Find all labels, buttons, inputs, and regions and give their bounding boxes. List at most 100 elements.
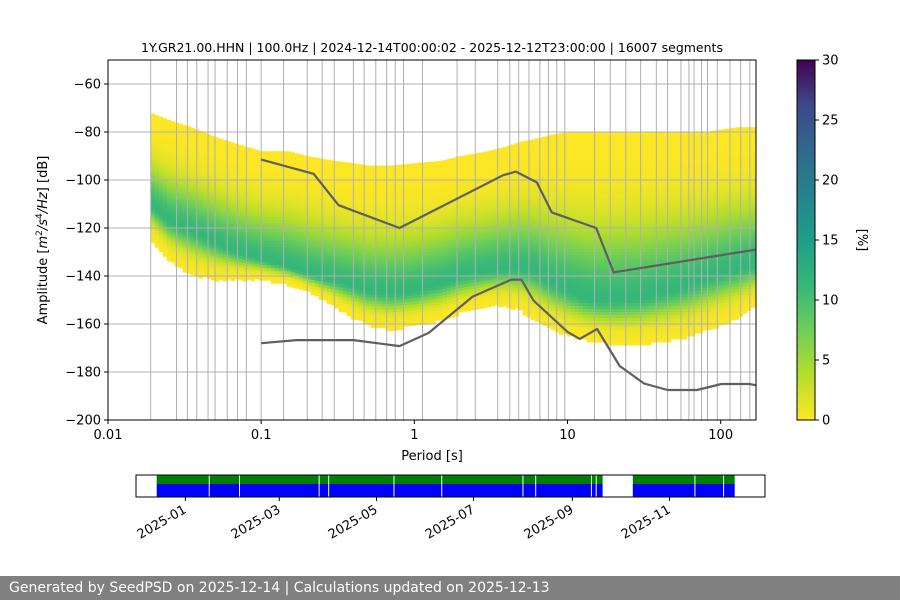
psd-cell — [470, 174, 476, 179]
psd-cell — [186, 225, 192, 229]
psd-cell — [290, 275, 296, 279]
psd-cell — [386, 309, 392, 314]
psd-cell — [354, 166, 360, 171]
psd-cell — [270, 202, 276, 206]
psd-cell — [202, 132, 208, 137]
psd-cell — [374, 240, 380, 245]
psd-cell — [422, 267, 428, 271]
psd-cell — [522, 228, 528, 232]
psd-cell — [386, 273, 392, 278]
psd-cell — [538, 230, 544, 234]
psd-cell — [466, 292, 472, 296]
psd-cell — [382, 195, 388, 200]
psd-cell — [514, 167, 520, 171]
psd-cell — [410, 289, 416, 293]
psd-cell — [298, 253, 304, 257]
psd-cell — [154, 238, 160, 242]
psd-cell — [298, 256, 304, 260]
psd-cell — [378, 249, 384, 254]
psd-cell — [202, 177, 208, 182]
psd-cell — [382, 279, 388, 284]
psd-cell — [282, 169, 288, 173]
psd-cell — [158, 158, 164, 163]
psd-cell — [510, 144, 516, 148]
psd-cell — [218, 180, 224, 185]
psd-cell — [482, 304, 488, 309]
psd-cell — [494, 235, 500, 240]
psd-cell — [182, 230, 188, 234]
psd-cell — [514, 254, 520, 258]
psd-cell — [330, 238, 336, 242]
psd-cell — [498, 195, 504, 200]
psd-cell — [366, 237, 372, 242]
psd-cell — [474, 297, 480, 301]
psd-cell — [518, 300, 524, 305]
psd-cell — [274, 265, 280, 269]
psd-cell — [502, 212, 508, 217]
psd-cell — [494, 229, 500, 234]
psd-cell — [202, 150, 208, 155]
psd-cell — [398, 176, 404, 181]
psd-cell — [262, 202, 268, 206]
psd-cell — [458, 279, 464, 283]
psd-cell — [274, 193, 280, 197]
psd-cell — [158, 185, 164, 190]
psd-cell — [538, 296, 544, 300]
psd-cell — [510, 234, 516, 238]
psd-cell — [162, 208, 168, 212]
psd-cell — [250, 271, 256, 276]
psd-cell — [394, 306, 400, 310]
psd-cell — [186, 267, 192, 271]
psd-cell — [190, 241, 196, 246]
psd-cell — [250, 160, 256, 165]
psd-cell — [510, 147, 516, 151]
psd-cell — [410, 259, 416, 263]
psd-cell — [166, 206, 172, 211]
psd-cell — [426, 239, 432, 244]
psd-cell — [410, 256, 416, 260]
psd-cell — [318, 269, 324, 273]
psd-cell — [166, 245, 172, 250]
psd-cell — [170, 145, 176, 149]
psd-cell — [166, 254, 172, 259]
psd-cell — [286, 205, 292, 209]
psd-cell — [490, 206, 496, 211]
psd-cell — [298, 157, 304, 161]
psd-cell — [222, 217, 228, 222]
psd-cell — [306, 264, 312, 268]
psd-cell — [202, 216, 208, 221]
psd-cell — [186, 177, 192, 181]
psd-cell — [338, 233, 344, 238]
psd-cell — [474, 258, 480, 262]
psd-cell — [406, 181, 412, 186]
psd-cell — [506, 280, 512, 285]
psd-cell — [474, 285, 480, 289]
psd-cell — [502, 245, 508, 250]
psd-cell — [330, 259, 336, 263]
psd-cell — [262, 244, 268, 248]
psd-cell — [322, 204, 328, 208]
psd-cell — [434, 278, 440, 282]
psd-cell — [414, 169, 420, 173]
psd-cell — [358, 296, 364, 300]
psd-cell — [406, 313, 412, 318]
psd-cell — [542, 187, 548, 191]
psd-cell — [310, 166, 316, 170]
psd-cell — [438, 202, 444, 207]
psd-cell — [286, 193, 292, 197]
psd-cell — [262, 157, 268, 161]
psd-cell — [442, 196, 448, 200]
psd-cell — [158, 245, 164, 250]
psd-cell — [426, 260, 432, 265]
psd-cell — [322, 261, 328, 265]
psd-cell — [270, 172, 276, 176]
psd-cell — [154, 151, 160, 155]
psd-cell — [402, 209, 408, 213]
psd-cell — [162, 133, 168, 137]
psd-cell — [386, 312, 392, 317]
psd-cell — [190, 250, 196, 255]
psd-cell — [502, 158, 508, 163]
psd-cell — [162, 160, 168, 164]
psd-cell — [430, 293, 436, 298]
psd-cell — [386, 183, 392, 188]
